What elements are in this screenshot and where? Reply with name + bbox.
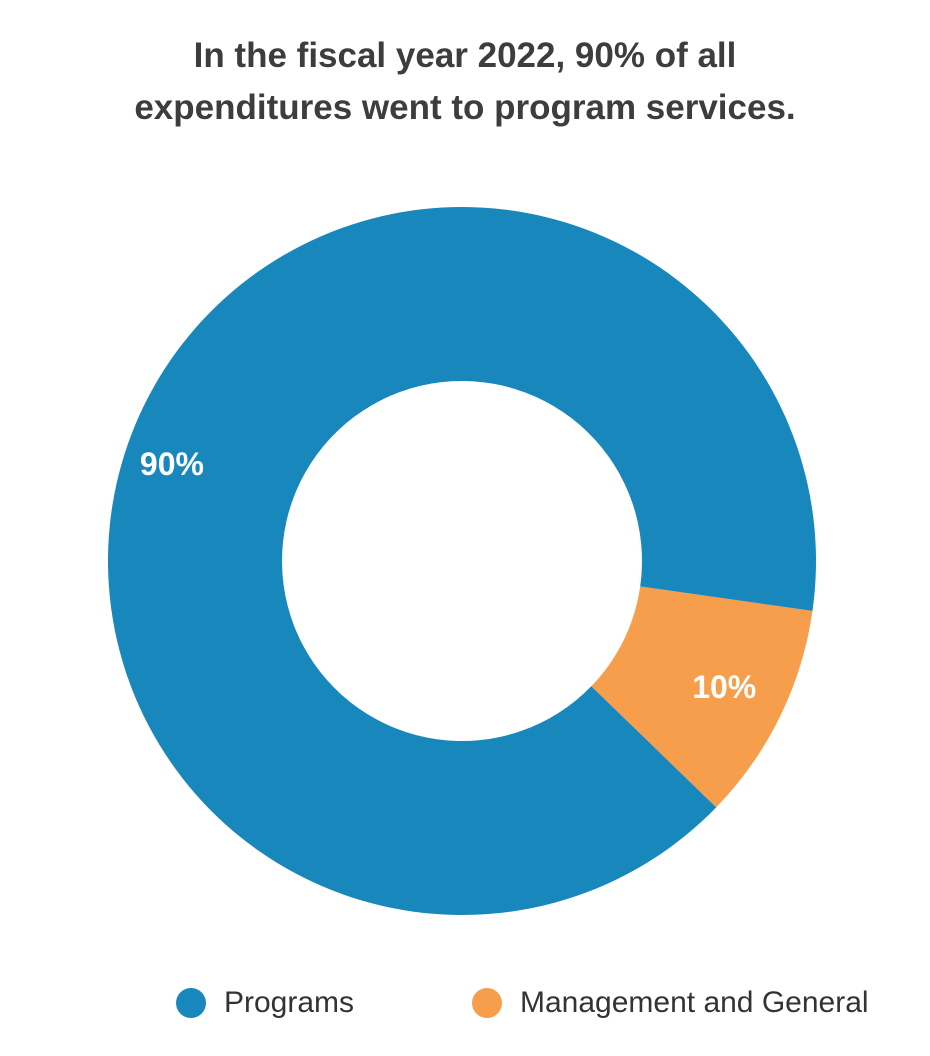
- chart-title: In the fiscal year 2022, 90% of all expe…: [134, 36, 796, 127]
- slice-programs[interactable]: [107, 207, 816, 916]
- legend-swatch-management-and-general: [472, 988, 502, 1018]
- legend-swatch-programs: [176, 988, 206, 1018]
- legend-item-programs[interactable]: Programs: [176, 978, 354, 1028]
- chart-legend: Programs Management and General: [0, 978, 930, 1028]
- legend-label-programs: Programs: [224, 986, 355, 1019]
- donut-slice-labels: 10% 90%: [140, 446, 756, 705]
- slice-management-and-general[interactable]: [591, 586, 813, 808]
- slice-label-management-and-general: 10%: [692, 669, 756, 705]
- donut-chart: 10% 90%: [107, 207, 816, 916]
- legend-item-management-and-general[interactable]: Management and General: [472, 978, 869, 1028]
- slice-label-programs: 90%: [140, 446, 204, 482]
- legend-label-management-and-general: Management and General: [520, 986, 869, 1019]
- donut-slices: [107, 207, 816, 916]
